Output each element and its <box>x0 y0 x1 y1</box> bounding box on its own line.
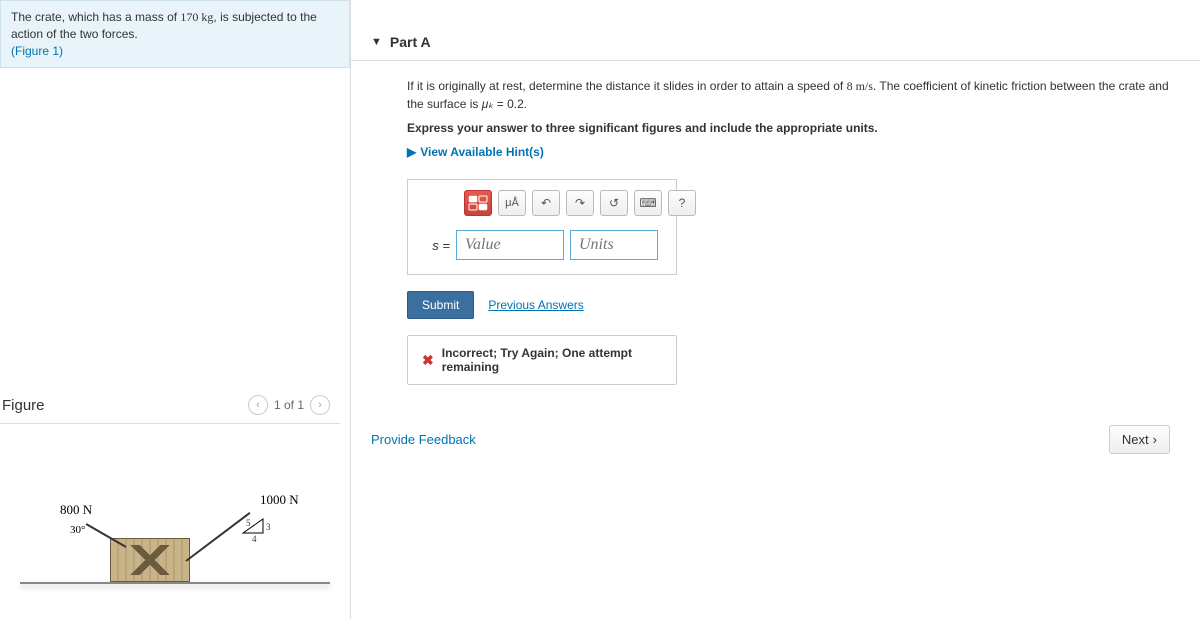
figure-section: Figure ‹ 1 of 1 › 800 N 30° 1000 N 3 4 5 <box>0 395 350 604</box>
force1-rope <box>86 523 127 548</box>
triangle-run: 4 <box>252 534 257 544</box>
collapse-caret-icon: ▼ <box>371 36 382 48</box>
figure-canvas: 800 N 30° 1000 N 3 4 5 <box>0 464 350 604</box>
force2-rope <box>185 512 250 562</box>
provide-feedback-link[interactable]: Provide Feedback <box>371 432 476 447</box>
problem-statement: The crate, which has a mass of 170 kg, i… <box>0 0 350 68</box>
part-title: Part A <box>390 34 431 50</box>
chevron-right-icon: › <box>1153 432 1157 447</box>
next-button[interactable]: Next › <box>1109 425 1170 454</box>
template-picker-button[interactable] <box>464 190 492 216</box>
ground-line <box>20 582 330 584</box>
variable-label: s = <box>422 238 450 253</box>
feedback-box: ✖ Incorrect; Try Again; One attempt rema… <box>407 335 677 385</box>
feedback-message: Incorrect; Try Again; One attempt remain… <box>442 346 662 374</box>
part-instruction: Express your answer to three significant… <box>407 121 1180 135</box>
view-hints-link[interactable]: ▶ View Available Hint(s) <box>407 145 1180 159</box>
figure-prev-button[interactable]: ‹ <box>248 395 268 415</box>
figure-next-button[interactable]: › <box>310 395 330 415</box>
figure-nav: ‹ 1 of 1 › <box>248 395 330 415</box>
value-input[interactable] <box>456 230 564 260</box>
stmt-prefix: If it is originally at rest, determine t… <box>407 79 847 93</box>
slope-triangle: 3 4 5 <box>242 518 264 534</box>
caret-right-icon: ▶ <box>407 145 416 159</box>
problem-mass: 170 kg <box>180 10 213 24</box>
part-header[interactable]: ▼ Part A <box>351 24 1200 61</box>
figure-nav-label: 1 of 1 <box>274 398 304 412</box>
mu-symbol: μₖ <box>482 97 494 111</box>
submit-button[interactable]: Submit <box>407 291 474 319</box>
answer-toolbar: μÅ ↶ ↷ ↺ ⌨ ? <box>422 190 662 216</box>
next-label: Next <box>1122 432 1149 447</box>
redo-button[interactable]: ↷ <box>566 190 594 216</box>
help-button[interactable]: ? <box>668 190 696 216</box>
angle-label: 30° <box>70 524 85 536</box>
units-input[interactable] <box>570 230 658 260</box>
triangle-hyp: 5 <box>246 518 251 528</box>
keyboard-button[interactable]: ⌨ <box>634 190 662 216</box>
stmt-speed: 8 m/s <box>847 79 873 93</box>
figure-reference-link[interactable]: (Figure 1) <box>11 44 63 58</box>
undo-button[interactable]: ↶ <box>532 190 560 216</box>
figure-title: Figure <box>2 397 45 414</box>
answer-box: μÅ ↶ ↷ ↺ ⌨ ? s = <box>407 179 677 275</box>
problem-text-1: The crate, which has a mass of <box>11 10 180 24</box>
force1-label: 800 N <box>60 502 92 518</box>
mu-value: = 0.2. <box>493 97 527 111</box>
reset-button[interactable]: ↺ <box>600 190 628 216</box>
hints-label: View Available Hint(s) <box>420 145 544 159</box>
incorrect-icon: ✖ <box>422 352 434 369</box>
units-button[interactable]: μÅ <box>498 190 526 216</box>
triangle-rise: 3 <box>266 522 271 532</box>
force2-label: 1000 N <box>260 492 299 508</box>
previous-answers-link[interactable]: Previous Answers <box>488 298 583 312</box>
part-statement: If it is originally at rest, determine t… <box>407 77 1180 113</box>
